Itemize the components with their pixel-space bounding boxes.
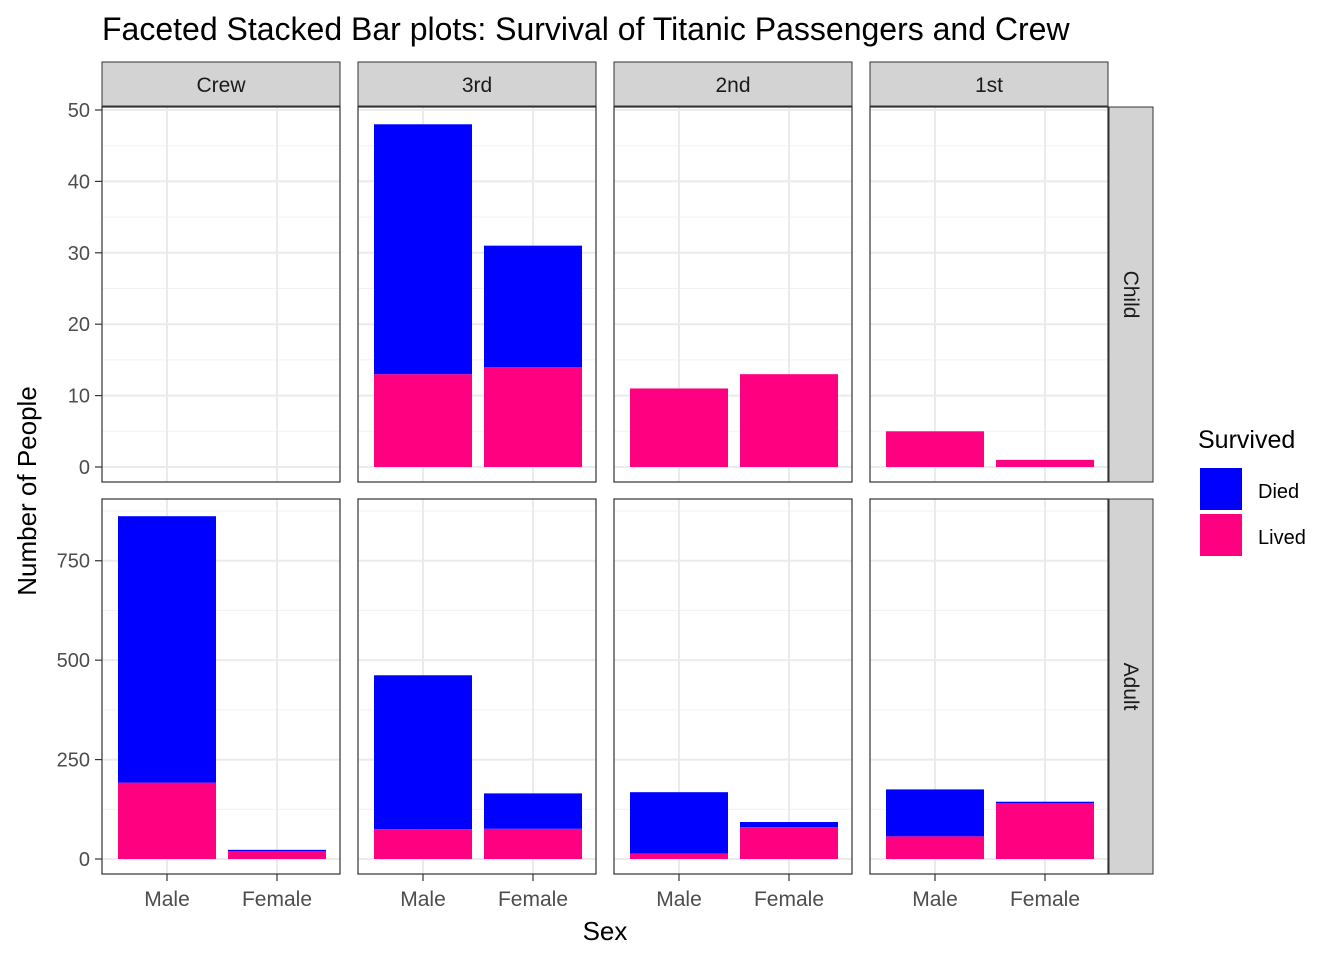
bar-adult-3rd-female-died (484, 793, 582, 829)
x-tick-label: Male (144, 888, 190, 911)
legend: Survived Died Lived (1198, 426, 1306, 556)
panel-border (869, 106, 1109, 483)
bar-child-3rd-female-lived (484, 367, 582, 467)
facet-strip-1st (869, 61, 1109, 107)
bar-adult-2nd-male-lived (630, 853, 728, 859)
bar-child-2nd-female-lived (740, 374, 838, 467)
facet-strip-crew (101, 61, 341, 107)
legend-label-died: Died (1258, 481, 1299, 503)
panel-child-crew (102, 107, 340, 482)
x-tick-label: Male (656, 888, 702, 911)
bar-child-3rd-female-died (484, 245, 582, 368)
facet-strip-2nd (613, 61, 853, 107)
facet-strip-3rd (357, 61, 597, 107)
y-tick-label: 750 (57, 551, 90, 573)
facet-label-2nd: 2nd (715, 74, 750, 97)
panel-border (869, 498, 1109, 875)
bar-adult-2nd-male-died (630, 792, 728, 854)
bar-child-3rd-male-lived (374, 374, 472, 467)
facet-label-3rd: 3rd (462, 74, 492, 97)
facet-panels: Crew 3rd 2nd 1st Child 0 10 20 30 40 50 Adult 0 250 50… (57, 61, 1154, 911)
bar-adult-3rd-male-died (374, 675, 472, 830)
legend-key-died (1200, 468, 1242, 510)
bar-adult-3rd-male-lived (374, 829, 472, 859)
facet-label-1st: 1st (975, 74, 1003, 97)
legend-label-lived: Lived (1258, 527, 1306, 549)
panel-border (357, 106, 597, 483)
bar-child-1st-female-lived (996, 459, 1094, 467)
x-tick-label: Female (242, 888, 312, 911)
x-tick-label: Male (912, 888, 958, 911)
facet-label-child: Child (1119, 271, 1142, 319)
facet-label-adult: Adult (1119, 663, 1142, 711)
bar-child-3rd-male-died (374, 124, 472, 375)
bar-child-2nd-male-lived (630, 388, 728, 467)
y-tick-label: 250 (57, 750, 90, 772)
facet-strip-adult (1108, 498, 1154, 875)
x-tick-label: Female (754, 888, 824, 911)
bar-adult-1st-female-died (996, 801, 1094, 804)
y-tick-label: 500 (57, 650, 90, 672)
bar-adult-3rd-female-lived (484, 828, 582, 859)
x-tick-label: Male (400, 888, 446, 911)
y-tick-label: 30 (68, 243, 90, 265)
y-axis-label: Number of People (12, 386, 42, 596)
y-tick-label: 0 (79, 457, 90, 479)
bar-child-1st-male-lived (886, 431, 984, 467)
x-tick-label: Female (1010, 888, 1080, 911)
legend-title: Survived (1198, 426, 1295, 454)
panel-border (101, 106, 341, 483)
bar-adult-crew-male-lived (118, 782, 216, 859)
bar-adult-crew-female-died (228, 849, 326, 852)
panel-border (613, 498, 853, 875)
x-axis-label: Sex (583, 916, 628, 946)
bar-adult-1st-male-lived (886, 836, 984, 859)
y-tick-label: 50 (68, 100, 90, 122)
facet-label-crew: Crew (196, 74, 246, 97)
panel-border (357, 498, 597, 875)
chart-title: Faceted Stacked Bar plots: Survival of T… (102, 11, 1070, 47)
panel-border (613, 106, 853, 483)
bar-adult-2nd-female-lived (740, 827, 838, 859)
bar-adult-1st-male-died (886, 789, 984, 837)
y-tick-label: 20 (68, 314, 90, 336)
facet-strip-child (1108, 106, 1154, 483)
bar-adult-1st-female-lived (996, 803, 1094, 859)
y-tick-label: 10 (68, 386, 90, 408)
bar-adult-2nd-female-died (740, 822, 838, 828)
y-tick-label: 0 (79, 849, 90, 871)
y-tick-label: 40 (68, 171, 90, 193)
legend-key-lived (1200, 514, 1242, 556)
bar-adult-crew-female-lived (228, 851, 326, 859)
panel-border (101, 498, 341, 875)
bar-adult-crew-male-died (118, 516, 216, 783)
x-tick-label: Female (498, 888, 568, 911)
panel-child-1st (870, 107, 1108, 482)
